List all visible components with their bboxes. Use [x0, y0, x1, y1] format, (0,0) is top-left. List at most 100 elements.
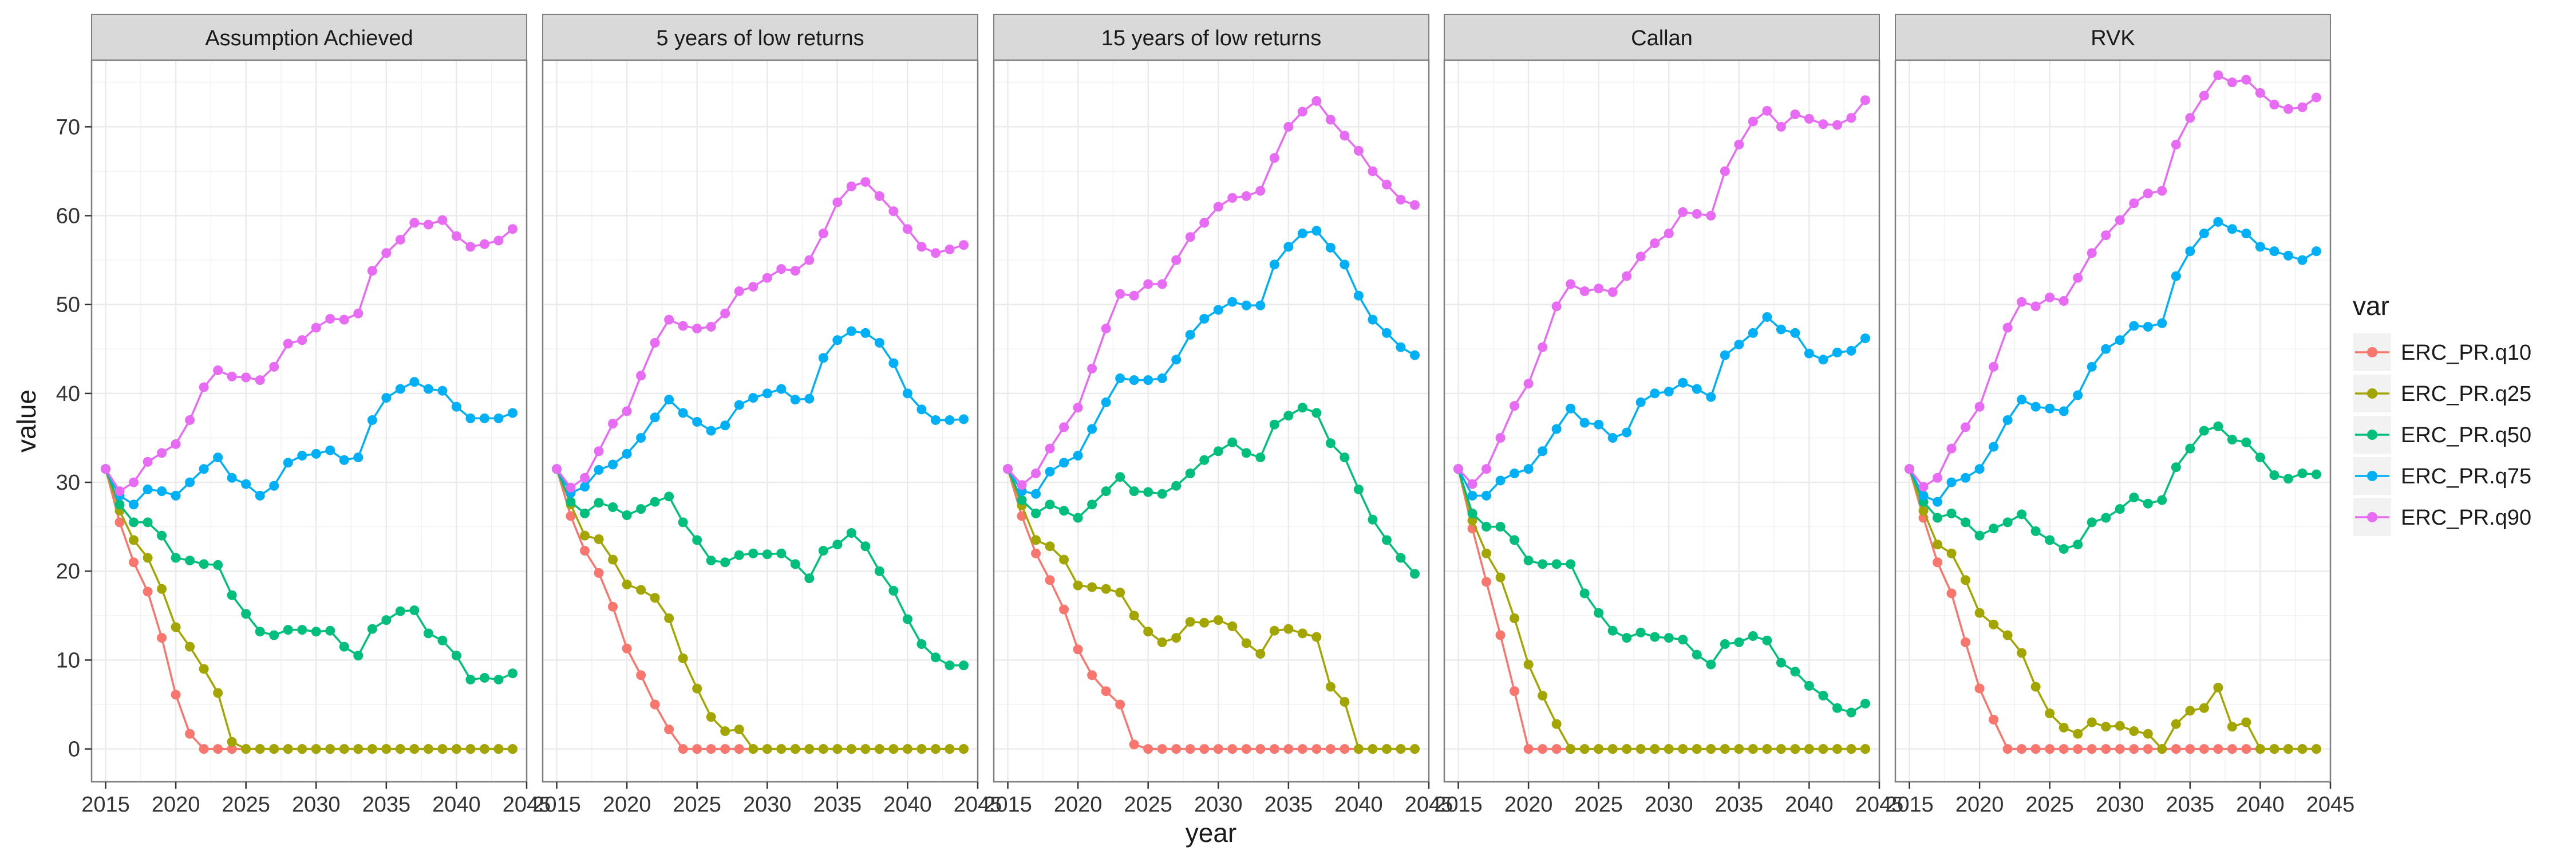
x-tick-label: 2035: [1715, 793, 1764, 817]
legend-title: var: [2353, 291, 2389, 321]
data-point: [1045, 541, 1055, 552]
data-point: [1594, 419, 1604, 430]
data-point: [1185, 329, 1195, 340]
data-point: [1989, 524, 1999, 534]
data-point: [1678, 377, 1688, 388]
data-point: [2002, 744, 2013, 754]
data-point: [650, 497, 660, 507]
data-point: [2199, 703, 2209, 713]
data-point: [1255, 452, 1266, 463]
data-point: [1481, 522, 1492, 532]
data-point: [114, 517, 125, 528]
data-point: [1776, 324, 1786, 334]
data-point: [734, 400, 744, 410]
data-point: [1692, 744, 1702, 754]
data-point: [622, 406, 632, 416]
data-point: [1762, 312, 1772, 322]
data-point: [1734, 637, 1744, 647]
data-point: [2073, 744, 2083, 754]
data-point: [2002, 630, 2013, 640]
data-point: [734, 286, 744, 296]
data-point: [1325, 682, 1336, 692]
legend: var ERC_PR.q10 ERC_PR.q25 ERC_PR.q50 ERC_PR.…: [2352, 291, 2531, 537]
data-point: [2241, 74, 2251, 85]
facet-title: Callan: [1631, 26, 1693, 50]
data-point: [2143, 498, 2153, 509]
data-point: [507, 744, 517, 754]
y-axis-title: value: [11, 389, 41, 452]
x-tick-label: 2030: [2096, 793, 2144, 817]
data-point: [2059, 722, 2069, 733]
data-point: [1073, 580, 1083, 591]
series-erc-pr-q25: [1003, 464, 1420, 754]
data-point: [171, 439, 181, 449]
data-point: [1579, 588, 1590, 599]
data-point: [720, 557, 730, 568]
data-point: [1045, 575, 1055, 585]
data-point: [1804, 113, 1814, 124]
data-point: [580, 473, 590, 483]
data-point: [804, 255, 815, 265]
data-point: [1523, 379, 1534, 389]
data-point: [1933, 513, 1943, 523]
legend-item-erc-pr-q50: ERC_PR.q50: [2352, 415, 2531, 455]
data-point: [1974, 464, 1985, 474]
data-point: [692, 535, 702, 545]
data-point: [157, 486, 167, 497]
series-erc-pr-q50: [552, 464, 969, 671]
data-point: [1622, 744, 1632, 754]
data-point: [1031, 469, 1041, 479]
data-point: [2241, 717, 2251, 727]
data-point: [451, 744, 461, 754]
data-point: [129, 499, 139, 510]
data-point: [720, 308, 730, 318]
data-point: [804, 573, 815, 584]
data-point: [818, 744, 828, 754]
data-point: [1087, 424, 1097, 434]
data-point: [437, 744, 448, 754]
data-point: [1734, 744, 1744, 754]
x-axis-callan: 2015 2020 2025 2030 2035 2040 2045: [1434, 782, 1903, 817]
data-point: [2073, 273, 2083, 283]
data-point: [1905, 464, 1915, 474]
data-point: [1059, 422, 1069, 432]
data-point: [762, 549, 772, 560]
x-tick-label: 2020: [1955, 793, 2004, 817]
data-point: [1241, 448, 1251, 458]
data-point: [1199, 218, 1210, 228]
data-point: [902, 224, 912, 234]
data-point: [1635, 397, 1646, 407]
data-point: [1538, 744, 1548, 754]
data-point: [1059, 458, 1069, 468]
legend-key-point: [2367, 430, 2377, 440]
data-point: [1594, 608, 1604, 618]
data-point: [1804, 680, 1814, 691]
data-point: [2101, 230, 2111, 241]
data-point: [2143, 322, 2153, 332]
x-tick-label: 2045: [2306, 793, 2355, 817]
data-point: [339, 641, 349, 652]
data-point: [1143, 279, 1153, 289]
data-point: [1115, 699, 1125, 710]
data-point: [1551, 424, 1562, 434]
data-point: [2017, 509, 2027, 519]
data-point: [1748, 744, 1758, 754]
data-point: [283, 625, 293, 635]
data-point: [664, 314, 674, 325]
data-point: [157, 530, 167, 541]
data-point: [1241, 300, 1251, 310]
data-point: [664, 724, 674, 734]
data-point: [2199, 229, 2209, 239]
data-point: [874, 337, 884, 348]
data-point: [213, 560, 223, 570]
data-point: [860, 541, 871, 552]
data-point: [2017, 395, 2027, 405]
data-point: [1311, 632, 1322, 642]
data-point: [1776, 121, 1786, 132]
data-point: [1241, 638, 1251, 648]
data-point: [1650, 744, 1660, 754]
data-point: [1255, 186, 1266, 196]
data-point: [1227, 297, 1238, 307]
data-point: [1031, 535, 1041, 545]
